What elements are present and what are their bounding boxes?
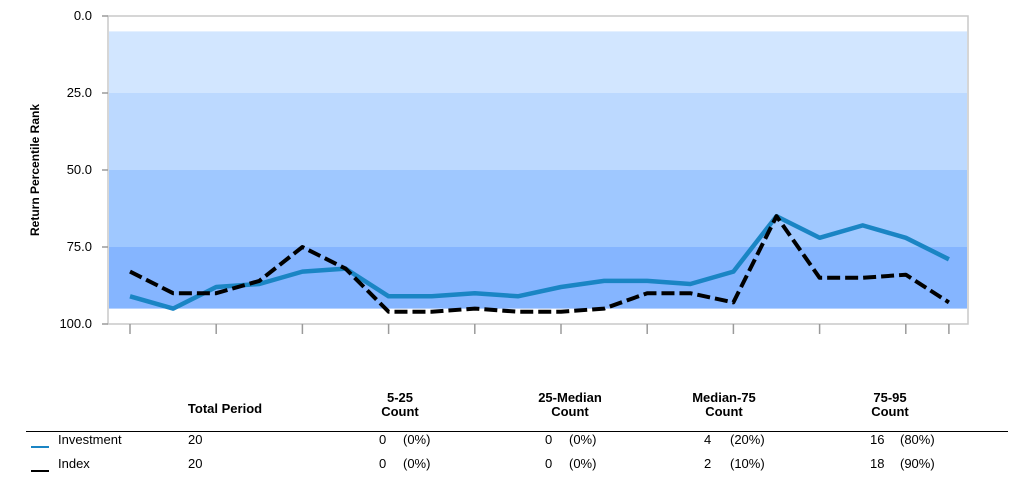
header-25-median-line2: Count (551, 404, 589, 419)
header-5-25-line2: Count (381, 404, 419, 419)
header-5-25-line1: 5-25 (386, 390, 414, 405)
band-25-50 (109, 93, 967, 170)
investment-row-label: Investment (58, 432, 122, 447)
header-25-median-line1: 25-Median (538, 390, 602, 405)
index-c1-count: 0 (379, 456, 387, 471)
band-5-25 (109, 31, 967, 93)
series-line-index (129, 214, 950, 314)
index-c1-pct: (0%) (403, 456, 431, 471)
y-tick-label: 75.0 (67, 239, 92, 254)
investment-c3-count: 4 (704, 432, 712, 447)
percentile-bands (109, 31, 967, 309)
band-50-75 (109, 170, 967, 247)
percentile-rank-chart: 0.0 25.0 50.0 75.0 100.0 3/159/153/169/163/1… (28, 8, 969, 334)
header-total-period-label: Total Period (187, 401, 263, 416)
series-line-investment (129, 213, 950, 311)
header-25-median: 25-Median Count (510, 391, 630, 419)
header-median-75-line2: Count (705, 404, 743, 419)
investment-c3-pct: (20%) (730, 432, 765, 447)
index-row-label: Index (58, 456, 90, 471)
index-c4-pct: (90%) (900, 456, 935, 471)
investment-c1-pct: (0%) (403, 432, 431, 447)
investment-total: 20 (188, 432, 203, 447)
investment-c2-count: 0 (545, 432, 553, 447)
y-axis: 0.0 25.0 50.0 75.0 100.0 (59, 8, 108, 331)
investment-c1-count: 0 (379, 432, 387, 447)
index-c3-pct: (10%) (730, 456, 765, 471)
index-c2-pct: (0%) (569, 456, 597, 471)
header-75-95: 75-95 Count (830, 391, 950, 419)
header-total-period: Total Period (160, 402, 290, 416)
investment-c4-count: 16 (870, 432, 885, 447)
index-legend-swatch (31, 470, 49, 472)
header-divider (26, 431, 1008, 432)
y-tick-label: 100.0 (59, 316, 92, 331)
y-tick-label: 0.0 (74, 8, 92, 23)
header-75-95-line1: 75-95 (873, 390, 907, 405)
band-75-95 (109, 247, 967, 309)
investment-c2-pct: (0%) (569, 432, 597, 447)
y-axis-title: Return Percentile Rank (28, 104, 42, 236)
investment-legend-swatch (31, 446, 49, 448)
y-tick-label: 25.0 (67, 85, 92, 100)
header-median-75-line1: Median-75 (692, 390, 756, 405)
series-lines (129, 213, 950, 314)
y-tick-label: 50.0 (67, 162, 92, 177)
index-c4-count: 18 (870, 456, 885, 471)
index-total: 20 (188, 456, 203, 471)
index-c2-count: 0 (545, 456, 553, 471)
x-axis: 3/159/153/169/163/179/173/189/183/1912/1… (129, 324, 950, 334)
header-5-25: 5-25 Count (340, 391, 460, 419)
investment-c4-pct: (80%) (900, 432, 935, 447)
header-median-75: Median-75 Count (664, 391, 784, 419)
header-75-95-line2: Count (871, 404, 909, 419)
index-c3-count: 2 (704, 456, 712, 471)
